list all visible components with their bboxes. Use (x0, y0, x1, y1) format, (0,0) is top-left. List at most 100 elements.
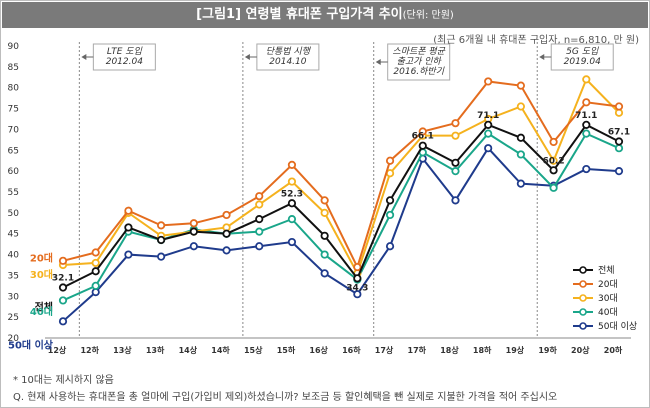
data-point (614, 144, 624, 153)
data-point (157, 235, 166, 245)
series-line (62, 146, 620, 323)
axes: 20 25 30 35 40 45 50 55 60 65 70 75 80 85 90 12상 12하 13상 1… (8, 42, 631, 355)
x-tick-label: 15상 (244, 345, 263, 355)
data-point (385, 196, 395, 205)
annotation-arrowhead (244, 54, 250, 60)
footnote: * 10대는 제시하지 않음 (13, 375, 114, 386)
data-label: 66.1 (412, 132, 434, 142)
data-point (157, 252, 166, 261)
data-point (255, 227, 264, 236)
y-tick-label: 25 (8, 313, 19, 323)
data-point (385, 242, 395, 251)
data-point (451, 131, 460, 140)
data-label: 67.1 (608, 128, 630, 138)
data-point (287, 215, 297, 224)
annotation-box (550, 43, 614, 71)
data-point (451, 119, 460, 128)
x-tick-label: 16하 (342, 345, 361, 355)
legend-label: 전체 (598, 265, 615, 276)
y-tick-label: 55 (8, 188, 19, 198)
y-tick-label: 65 (8, 146, 19, 156)
data-labels: 32.1 52.3 34.3 66.1 71.1 60.2 71.1 67.1 (52, 111, 630, 294)
data-point (451, 158, 460, 167)
data-point (287, 177, 297, 186)
data-point (516, 150, 525, 159)
data-point (385, 156, 395, 165)
data-point (287, 160, 297, 169)
chart-subtitle: (최근 6개월 내 휴대폰 구입자, n=6,810, 만 원) (433, 35, 639, 46)
data-point (516, 81, 525, 90)
data-point (189, 242, 198, 251)
data-point (582, 75, 591, 84)
x-tick-label: 20하 (604, 345, 623, 355)
data-point (222, 246, 231, 255)
data-point (418, 127, 427, 136)
data-point (549, 183, 558, 192)
x-tick-label: 19상 (506, 345, 525, 355)
x-tick-label: 13하 (146, 345, 165, 355)
y-tick-label: 45 (8, 230, 19, 240)
data-point (353, 262, 362, 272)
annotation-text: 2016.하반기 (393, 66, 444, 77)
data-point (582, 164, 591, 174)
data-point (222, 229, 231, 238)
series-line (62, 123, 620, 289)
data-point (255, 192, 264, 201)
data-label: 71.1 (477, 111, 499, 121)
y-tick-label: 35 (8, 271, 19, 281)
data-point (91, 281, 100, 290)
data-point (320, 269, 329, 278)
annotation-box (387, 43, 451, 81)
data-point (614, 137, 624, 146)
data-point (157, 221, 166, 230)
y-tick-label: 90 (8, 42, 20, 52)
x-tick-label: 18하 (473, 345, 492, 355)
annotation-text: 2019.04 (564, 57, 601, 67)
x-tick-label: 18상 (440, 345, 459, 355)
data-point (124, 223, 133, 232)
x-tick-label: 14하 (211, 345, 230, 355)
series-start-label: 전체 (35, 300, 53, 313)
y-tick-label: 20 (8, 334, 20, 344)
data-point (222, 210, 231, 220)
data-point (353, 274, 362, 283)
survey-question: Q. 현재 사용하는 휴대폰을 총 얼마에 구입(가입비 제외)하셨습니까? 보… (13, 392, 558, 403)
data-point (484, 144, 493, 153)
annotation-arrowhead (81, 54, 87, 60)
data-point (58, 283, 68, 292)
data-point (58, 296, 68, 305)
legend: 전체 20대 30대 40대 50대 이상 (573, 265, 637, 332)
data-point (353, 290, 362, 299)
data-point (91, 267, 100, 276)
data-point (516, 102, 525, 111)
data-point (255, 215, 264, 224)
data-label: 34.3 (346, 283, 368, 293)
data-point (484, 120, 493, 129)
x-tick-label: 16상 (309, 345, 328, 355)
y-tick-label: 85 (8, 63, 19, 73)
series-start-label: 30대 (30, 268, 53, 281)
legend-label: 20대 (598, 279, 618, 290)
series-start-labels: 전체 20대 30대 40대 50대 이상 (8, 251, 54, 351)
series-start-label: 40대 (30, 305, 53, 318)
data-point (451, 167, 460, 176)
series-line (62, 77, 620, 276)
data-point (549, 137, 558, 147)
data-label: 32.1 (52, 274, 74, 284)
x-tick-label: 13상 (113, 345, 132, 355)
data-point (549, 166, 558, 175)
data-point (582, 120, 591, 129)
data-point (124, 206, 133, 215)
unit-note: (단위: 만원) (402, 10, 454, 21)
annotation-text: 2012.04 (106, 57, 143, 67)
x-tick-label: 12하 (80, 345, 99, 355)
y-tick-label: 30 (8, 292, 20, 302)
annotation-text: LTE 도입 (107, 46, 143, 57)
data-point (516, 133, 525, 142)
x-tick-label: 17상 (375, 345, 394, 355)
legend-label: 30대 (598, 293, 618, 304)
annotation-box (256, 43, 320, 71)
data-point (385, 210, 395, 220)
